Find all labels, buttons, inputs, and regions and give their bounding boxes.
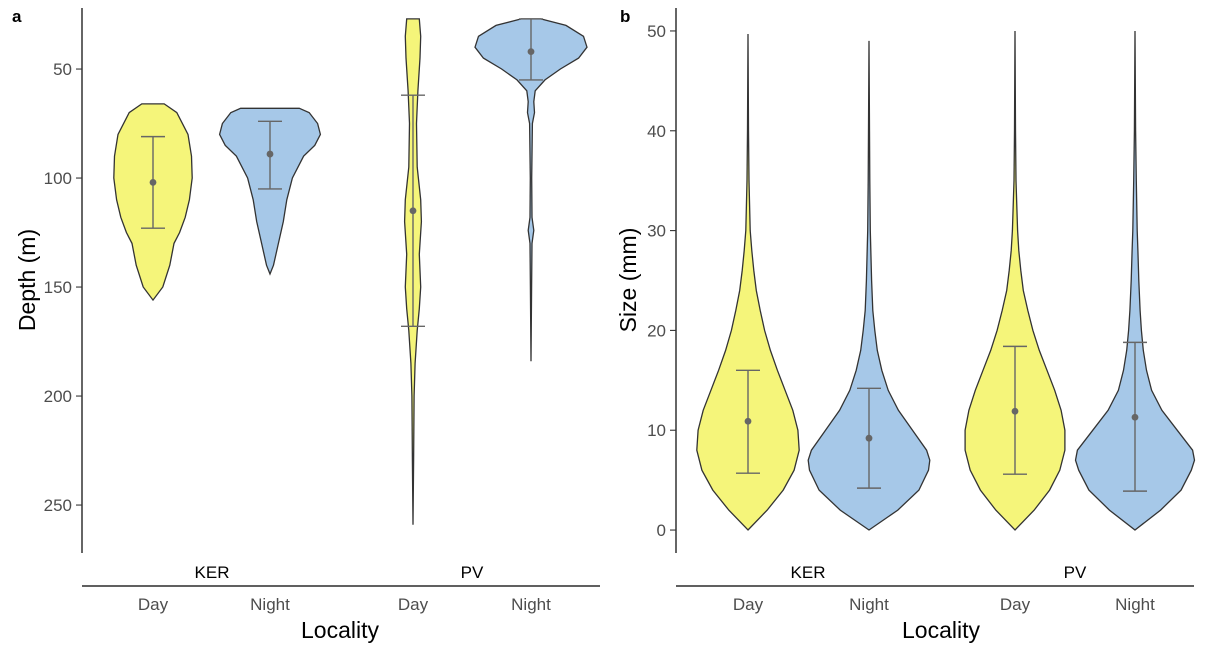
panel-label-b: b bbox=[620, 7, 630, 26]
x-tick-label: Night bbox=[849, 595, 889, 614]
x-tick-label: Day bbox=[1000, 595, 1031, 614]
y-tick-label: 50 bbox=[647, 22, 666, 41]
x-axis-title: Locality bbox=[301, 617, 379, 643]
mean-point bbox=[744, 417, 752, 425]
violin-ker-night bbox=[807, 40, 931, 531]
violin-ker-day bbox=[113, 103, 193, 302]
x-axis-title: Locality bbox=[902, 617, 980, 643]
violin-shape bbox=[218, 107, 322, 276]
violin-shape bbox=[1074, 30, 1196, 531]
mean-point bbox=[527, 48, 535, 55]
x-tick-label: Day bbox=[138, 595, 169, 614]
violin-shape bbox=[696, 33, 800, 531]
mean-point bbox=[409, 207, 417, 215]
mean-point bbox=[1131, 413, 1139, 421]
y-tick-label: 50 bbox=[53, 60, 72, 79]
violin-pv-day bbox=[964, 30, 1066, 531]
violin-pv-night bbox=[1074, 30, 1196, 531]
y-tick-label: 40 bbox=[647, 122, 666, 141]
panel-label-a: a bbox=[12, 7, 22, 26]
group-label-ker: KER bbox=[195, 563, 230, 582]
group-label-pv: PV bbox=[461, 563, 484, 582]
y-axis-title: Size (mm) bbox=[615, 228, 641, 333]
violin-shape bbox=[807, 40, 931, 531]
group-label-pv: PV bbox=[1064, 563, 1087, 582]
panel-b: b 0 10 20 30 40 50 Size (mm) KER PV Day Night Day Nig… bbox=[615, 7, 1196, 643]
x-tick-label: Night bbox=[250, 595, 290, 614]
y-tick-label: 200 bbox=[44, 387, 72, 406]
mean-point bbox=[266, 150, 274, 158]
y-tick-label: 20 bbox=[647, 321, 666, 340]
mean-point bbox=[1011, 407, 1019, 415]
violin-ker-day bbox=[696, 33, 800, 531]
x-tick-label: Day bbox=[398, 595, 429, 614]
mean-point bbox=[149, 179, 157, 186]
y-tick-label: 30 bbox=[647, 222, 666, 241]
violin-shape bbox=[964, 30, 1066, 531]
x-tick-label: Night bbox=[1115, 595, 1155, 614]
violin-pv-night bbox=[474, 18, 588, 362]
y-tick-label: 150 bbox=[44, 278, 72, 297]
violin-ker-night bbox=[218, 107, 322, 276]
y-axis-title: Depth (m) bbox=[14, 229, 40, 331]
y-tick-label: 100 bbox=[44, 169, 72, 188]
panel-a: a 50 100 150 200 250 Depth (m) KER PV Day Night Day… bbox=[12, 7, 600, 643]
violin-shape bbox=[474, 18, 588, 362]
y-tick-label: 250 bbox=[44, 496, 72, 515]
group-label-ker: KER bbox=[791, 563, 826, 582]
mean-point bbox=[865, 434, 873, 442]
y-tick-label: 10 bbox=[647, 421, 666, 440]
x-tick-label: Day bbox=[733, 595, 764, 614]
x-tick-label: Night bbox=[511, 595, 551, 614]
violin-pv-day bbox=[401, 18, 425, 525]
y-tick-label: 0 bbox=[657, 521, 666, 540]
